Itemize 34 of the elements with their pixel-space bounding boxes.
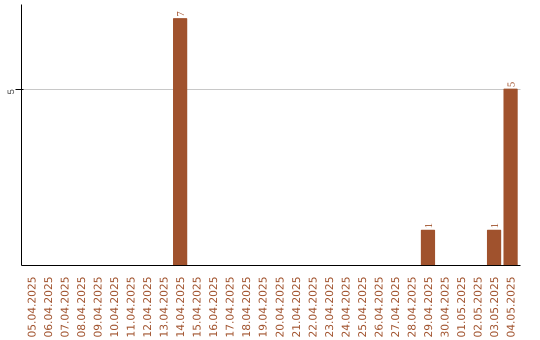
data-label: 1 <box>490 222 502 228</box>
data-label: 5 <box>506 82 518 88</box>
x-tick-label: 06.04.2025 <box>42 276 55 338</box>
x-tick-label: 12.04.2025 <box>141 276 154 338</box>
x-tick-label: 09.04.2025 <box>92 276 105 338</box>
x-tick-label: 15.04.2025 <box>190 276 204 338</box>
x-tick-label: 21.04.2025 <box>290 276 303 338</box>
data-label: 1 <box>424 222 435 228</box>
x-tick-label: 27.04.2025 <box>388 276 402 338</box>
x-tick-label: 25.04.2025 <box>356 276 369 338</box>
x-tick-label: 01.05.2025 <box>455 276 468 338</box>
x-tick-label: 11.04.2025 <box>124 276 138 338</box>
x-tick-label: 03.05.2025 <box>488 276 502 338</box>
x-tick-label: 08.04.2025 <box>74 276 88 338</box>
x-tick-label: 16.04.2025 <box>207 276 220 338</box>
x-tick-label: 04.05.2025 <box>504 276 518 338</box>
x-tick-label: 28.04.2025 <box>405 276 418 338</box>
x-tick-label: 30.04.2025 <box>438 276 452 338</box>
x-tick-label: 10.04.2025 <box>108 276 122 338</box>
x-tick-label: 20.04.2025 <box>273 276 286 338</box>
x-tick-label: 02.05.2025 <box>472 276 485 338</box>
x-tick-label: 19.04.2025 <box>256 276 270 338</box>
x-tick-label: 17.04.2025 <box>224 276 237 338</box>
x-tick-label: 05.04.2025 <box>25 276 38 338</box>
x-tick-label: 22.04.2025 <box>306 276 320 338</box>
x-tick-label: 29.04.2025 <box>422 276 435 338</box>
x-tick-label: 18.04.2025 <box>240 276 254 338</box>
x-tick-label: 14.04.2025 <box>174 276 188 338</box>
x-tick-label: 13.04.2025 <box>158 276 171 338</box>
x-tick-label: 26.04.2025 <box>372 276 386 338</box>
x-tick-label: 24.04.2025 <box>339 276 352 338</box>
x-tick-label: 23.04.2025 <box>322 276 336 338</box>
data-label: 7 <box>176 10 188 17</box>
x-tick-label: 07.04.2025 <box>58 276 72 338</box>
